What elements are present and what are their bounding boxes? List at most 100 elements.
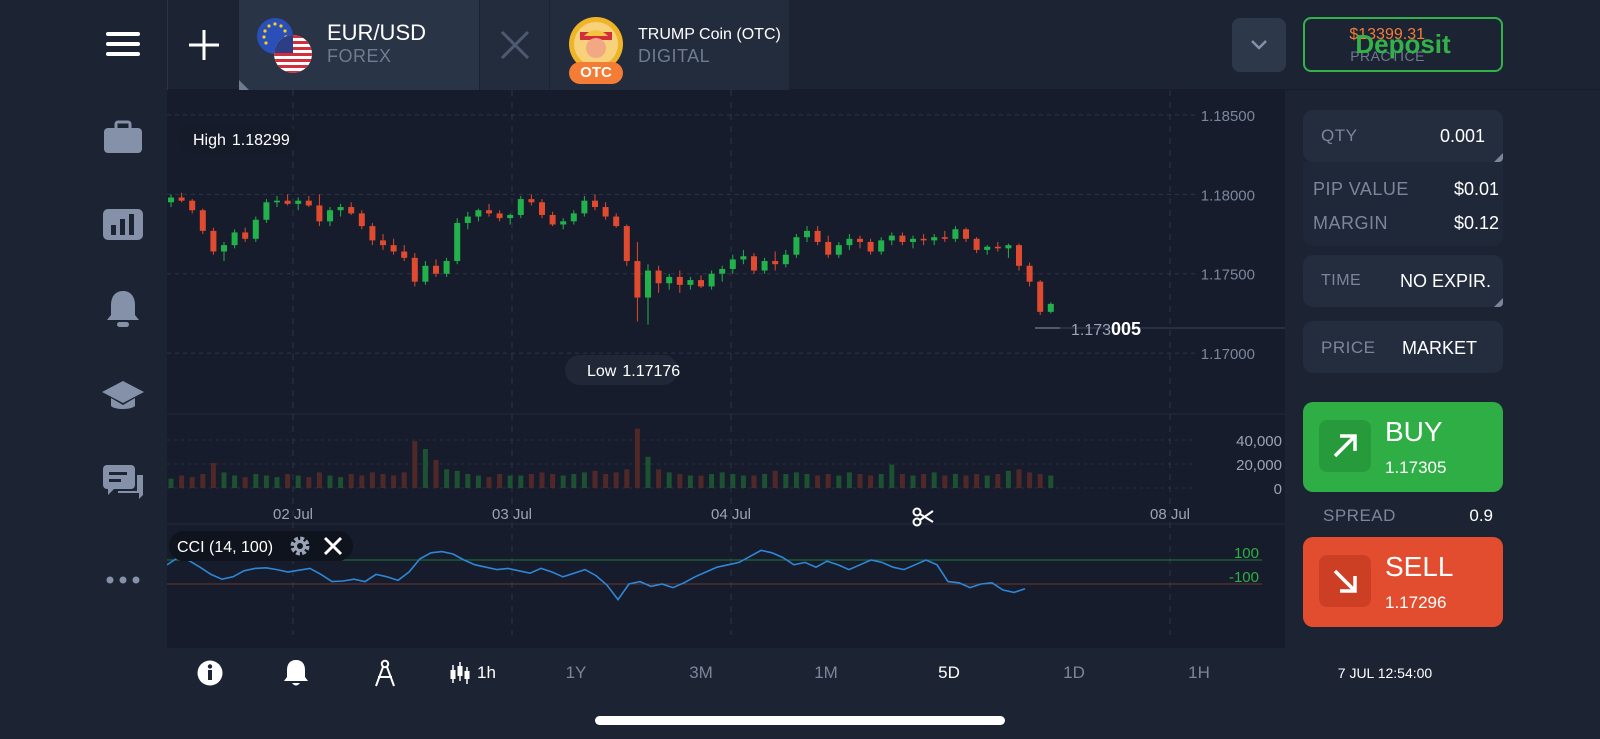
volume-bar [528,473,534,488]
volume-bar [889,464,895,488]
candles [168,192,1054,325]
trump-coin-icon [569,17,623,71]
candle-body [623,226,630,262]
volume-bar [634,428,640,488]
current-price-prefix: 1.173 [1071,322,1111,339]
qty-field[interactable]: QTY 0.001 [1303,110,1503,162]
pip-margin-info: PIP VALUE $0.01 MARGIN $0.12 [1303,162,1503,246]
buy-button[interactable]: BUY 1.17305 [1303,402,1503,492]
price-tick-label: 1.18500 [1201,108,1255,125]
candle-body [358,213,365,227]
candle-body [263,202,270,220]
candle-interval-button[interactable]: 1h [449,648,509,698]
candle-body [305,200,312,206]
candle-body [1016,245,1022,266]
sell-button[interactable]: SELL 1.17296 [1303,537,1503,627]
info-icon[interactable] [195,648,225,698]
price-alert-icon[interactable] [281,648,311,698]
candle-body [507,214,514,219]
volume-bar [804,473,810,488]
volume-bar [719,472,725,488]
volume-bar [179,475,185,488]
candle-body [888,235,895,241]
volume-bar [836,475,842,488]
volume-bar [942,475,948,488]
range-1d[interactable]: 1D [1063,663,1085,682]
candle-body [825,241,832,255]
volume-bar [263,475,269,488]
range-5d[interactable]: 5D [938,663,960,682]
volume-bar [518,475,524,488]
candle-body [814,230,821,242]
volume-bar [730,473,736,488]
candle-body [952,229,959,239]
candle-body [390,245,397,252]
volume-bar [624,469,630,488]
range-1m[interactable]: 1M [814,663,838,682]
candle-body [337,207,344,211]
candle-body [708,273,715,287]
volume-bar [1037,473,1043,488]
education-icon[interactable] [96,369,150,423]
time-expand-marker [1494,298,1503,307]
candle-body [570,213,577,222]
server-time: 7 JUL 12:54:00 [1337,665,1433,681]
candle-body [496,213,503,219]
volume-bar [348,473,354,488]
chart-analysis-icon[interactable] [96,196,150,250]
candle-body [189,200,196,211]
account-balance[interactable]: $13399.31 [1349,26,1425,43]
eu-us-flags-icon [257,18,312,73]
range-1h[interactable]: 1H [1188,663,1210,682]
volume-bar [656,469,662,488]
candle-body [835,245,842,255]
volume-bar [857,473,863,488]
chevron-down-icon [1251,40,1267,50]
deposit-button[interactable]: Deposit [1303,17,1503,72]
alerts-icon[interactable] [96,282,150,336]
price-value: MARKET [1401,338,1477,358]
menu-icon[interactable] [96,17,150,71]
volume-bar [772,470,778,488]
date-tick-label: 03 Jul [492,506,532,523]
pip-value: $0.01 [1453,179,1499,199]
range-1y[interactable]: 1Y [565,663,587,682]
close-tab-button[interactable] [479,0,549,90]
more-icon[interactable] [96,553,150,607]
drawing-tools-icon[interactable] [370,648,400,698]
volume-bar [316,472,322,488]
asset-tab-eurusd[interactable]: EUR/USD FOREX [239,0,479,90]
low-label: Low [587,363,617,380]
add-asset-button[interactable] [167,0,239,90]
tab-title: EUR/USD [327,20,427,45]
sell-label: SELL [1385,551,1454,582]
candle-body [602,207,609,217]
candle-body [761,261,768,271]
price-field[interactable]: PRICE MARKET [1303,321,1503,373]
indicator-settings-icon[interactable] [290,536,310,556]
portfolio-icon[interactable] [96,110,150,164]
indicator-close-icon[interactable] [323,536,343,556]
candle-body [274,200,280,203]
asset-tab-trump-coin[interactable]: OTC TRUMP Coin (OTC) DIGITAL [549,0,789,90]
time-field[interactable]: TIME NO EXPIR. [1303,255,1503,307]
candle-body [178,197,185,201]
range-3m[interactable]: 3M [689,663,713,682]
arrow-down-right-icon [1319,555,1371,607]
candle-body [411,257,418,282]
chart-area[interactable]: 100 -100 1.18500 1.18000 1.17500 1.17000 02 J… [167,90,1285,648]
volume-bar [1048,475,1054,488]
account-mode[interactable]: PRACTICE [1350,48,1425,64]
volume-bars [168,428,1054,488]
scissors-icon[interactable] [912,507,934,527]
volume-bar [539,472,545,488]
high-marker: High 1.18299 [179,124,297,154]
price-chart[interactable]: 100 -100 1.18500 1.18000 1.17500 1.17000 02 J… [167,90,1285,648]
chat-icon[interactable] [96,455,150,509]
account-dropdown-button[interactable] [1232,18,1286,72]
volume-bar [709,473,715,488]
volume-bar [295,475,301,488]
cci-line [167,549,1026,601]
volume-bar [952,473,958,488]
tab-subtitle: FOREX [327,46,392,66]
